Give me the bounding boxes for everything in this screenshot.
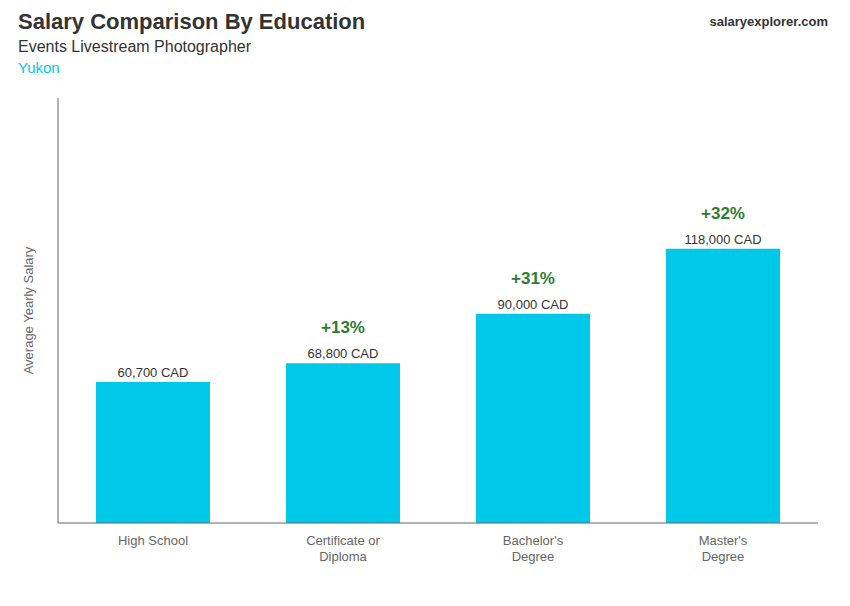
svg-text:+31%: +31% [511,269,555,288]
html-text:salaryexplorer.com: salaryexplorer.com [709,14,828,29]
html-text:Salary Comparison By Education: Salary Comparison By Education [18,9,366,34]
svg-text:+13%: +13% [321,318,365,337]
svg-text:High School: High School [118,533,188,548]
svg-text:118,000 CAD: 118,000 CAD [684,232,761,247]
svg-text:68,800 CAD: 68,800 CAD [308,346,379,361]
svg-text:Bachelor'sDegree: Bachelor'sDegree [503,533,564,564]
svg-text:+32%: +32% [701,204,745,223]
html-text:Yukon: Yukon [18,59,60,76]
svg-text:Master'sDegree: Master'sDegree [699,533,748,564]
html-text:Events Livestream Photographer: Events Livestream Photographer [18,38,251,55]
svg-text:60,700 CAD: 60,700 CAD [118,365,189,380]
svg-text:Certificate orDiploma: Certificate orDiploma [306,533,380,564]
svg-text:90,000 CAD: 90,000 CAD [498,297,569,312]
svg-text:Average Yearly Salary: Average Yearly Salary [21,246,36,374]
